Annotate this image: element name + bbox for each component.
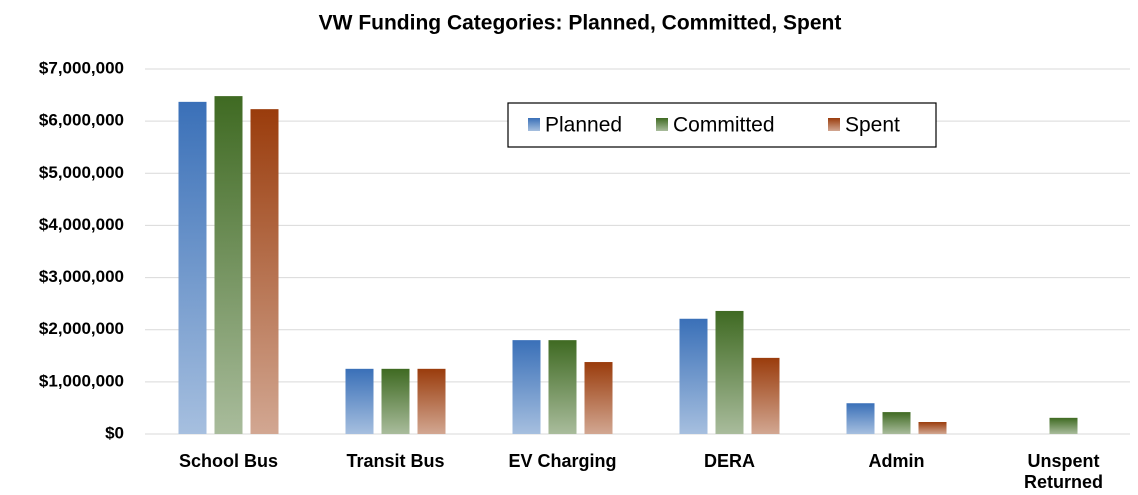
bar xyxy=(679,318,708,434)
bar xyxy=(715,310,744,434)
legend-swatch xyxy=(528,118,540,131)
legend-label: Committed xyxy=(673,114,775,137)
bar xyxy=(918,422,947,434)
y-tick-label: $7,000,000 xyxy=(39,58,124,77)
x-tick-label: Transit Bus xyxy=(346,451,445,471)
chart-title: VW Funding Categories: Planned, Committe… xyxy=(319,12,842,35)
y-tick-label: $1,000,000 xyxy=(39,371,124,390)
x-tick-label: DERA xyxy=(703,451,755,471)
bar xyxy=(250,109,279,435)
x-tick-label: School Bus xyxy=(178,451,278,471)
y-tick-label: $6,000,000 xyxy=(39,111,124,130)
legend-swatch xyxy=(828,118,840,131)
bar xyxy=(846,403,875,434)
x-tick-label: Unspent Returned xyxy=(1023,451,1103,492)
y-tick-label: $0 xyxy=(105,423,124,442)
bar xyxy=(751,357,780,434)
bar xyxy=(381,368,410,434)
y-tick-label: $2,000,000 xyxy=(39,319,124,338)
x-tick-label: Admin xyxy=(868,451,925,471)
bar xyxy=(214,96,243,434)
y-tick-label: $5,000,000 xyxy=(39,163,124,182)
bar xyxy=(882,412,911,434)
x-tick-label: EV Charging xyxy=(508,451,617,471)
legend-label: Planned xyxy=(545,114,622,137)
bar xyxy=(584,362,613,434)
bar xyxy=(1049,417,1078,434)
bar xyxy=(178,101,207,434)
legend-swatch xyxy=(656,118,668,131)
y-tick-label: $4,000,000 xyxy=(39,215,124,234)
bar xyxy=(417,368,446,434)
bar xyxy=(512,340,541,434)
bar xyxy=(548,340,577,434)
y-tick-label: $3,000,000 xyxy=(39,267,124,286)
legend-box xyxy=(507,102,937,148)
legend-label: Spent xyxy=(845,114,900,137)
bar xyxy=(345,368,374,434)
